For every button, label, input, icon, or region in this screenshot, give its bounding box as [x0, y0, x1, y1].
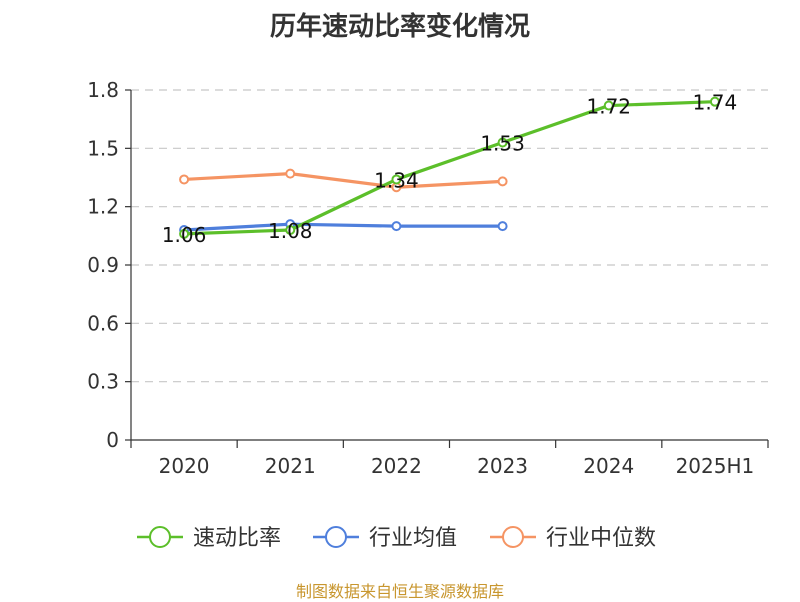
series-line-2: [183, 222, 503, 232]
data-point: [285, 225, 296, 235]
data-point: [391, 174, 402, 185]
legend-marker-icon: [502, 526, 524, 548]
y-tick-label: 1.8: [87, 78, 119, 102]
x-tick-label: 2023: [477, 454, 528, 478]
data-point: [285, 168, 296, 179]
legend-label: 速动比率: [193, 526, 281, 551]
data-point: [497, 137, 508, 148]
legend: 速动比率 行业均值 行业中位数: [137, 526, 656, 551]
data-point: [709, 96, 720, 107]
legend-marker-icon: [325, 526, 347, 548]
data-point: [179, 174, 190, 185]
data-point: [391, 221, 402, 232]
series-layer: [179, 96, 720, 239]
y-tick-label: 0.3: [87, 370, 119, 394]
data-point: [497, 221, 508, 232]
data-label: 1.08: [268, 219, 313, 243]
x-tick-label: 2021: [265, 454, 316, 478]
y-tick-label: 1.2: [87, 195, 119, 219]
y-tick-label: 0.6: [87, 311, 119, 335]
data-source-note: 制图数据来自恒生聚源数据库: [295, 582, 504, 601]
series-line-1: [184, 100, 715, 236]
chart-title: 历年速动比率变化情况: [269, 12, 530, 42]
data-point: [497, 176, 508, 187]
legend-label: 行业中位数: [546, 526, 656, 551]
y-tick-label: 0.9: [87, 253, 119, 277]
legend-label: 行业均值: [369, 526, 457, 551]
y-tick-label: 1.5: [87, 136, 119, 160]
x-tick-label: 2025H1: [676, 454, 755, 478]
data-label: 1.06: [162, 223, 207, 247]
data-label: 1.34: [374, 168, 419, 192]
x-tick-label: 2022: [371, 454, 422, 478]
grid-lines: [131, 89, 768, 383]
data-label: 1.74: [693, 91, 738, 115]
data-point: [603, 100, 614, 111]
series-line-3: [183, 172, 503, 189]
y-tick-label: 0: [106, 428, 119, 452]
data-label: 1.53: [480, 132, 525, 156]
data-label: 1.72: [586, 95, 631, 119]
x-tick-label: 2020: [159, 454, 210, 478]
data-point: [179, 228, 190, 239]
data-labels: 1.06 1.08 1.34 1.53 1.72 1.74: [162, 91, 737, 247]
x-tick-label: 2024: [583, 454, 634, 478]
legend-marker-icon: [149, 526, 171, 548]
axes: 0 0.3 0.6 0.9 1.2 1.5 1.8 2020 2021 2022 2023 2024 2…: [87, 78, 769, 478]
